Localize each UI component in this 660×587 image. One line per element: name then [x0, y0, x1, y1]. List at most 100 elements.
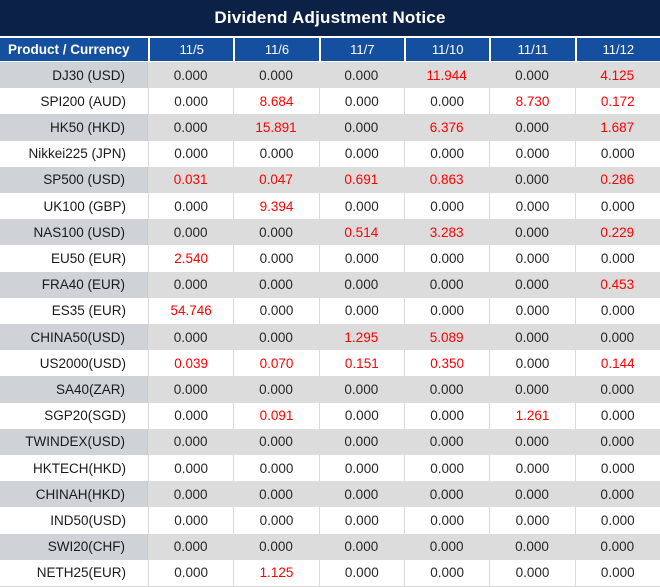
table-header-row: Product / Currency 11/5 11/6 11/7 11/10 … [0, 38, 660, 62]
value-cell: 0.000 [489, 455, 575, 482]
column-header-product-currency: Product / Currency [8, 42, 130, 57]
value-cell: 0.000 [403, 533, 490, 560]
product-cell: CHINAH(HKD) [0, 481, 148, 508]
value-cell: 0.000 [574, 402, 660, 429]
table-row: FRA40 (EUR) 0.000 0.000 0.000 0.000 0.000 0.45… [0, 271, 660, 298]
product-cell: US2000(USD) [0, 350, 148, 377]
value-cell: 0.000 [574, 428, 660, 456]
value-cell: 0.000 [233, 428, 319, 456]
column-header-date-4: 11/10 [403, 38, 489, 61]
product-cell: ES35 (EUR) [0, 297, 148, 325]
value-cell: 0.000 [318, 88, 404, 115]
value-cell: 0.000 [489, 219, 575, 246]
value-cell: 0.000 [489, 324, 575, 351]
column-header-date-6: 11/12 [574, 38, 660, 61]
value-cell: 0.000 [148, 140, 234, 167]
value-cell: 1.261 [489, 402, 575, 429]
value-cell: 0.000 [148, 271, 234, 298]
value-cell: 0.000 [233, 140, 319, 167]
value-cell: 0.000 [403, 455, 490, 482]
value-cell: 0.000 [148, 324, 234, 351]
table-row: IND50(USD) 0.000 0.000 0.000 0.000 0.000 0.000 [0, 507, 660, 534]
value-cell: 0.000 [574, 324, 660, 351]
value-cell: 0.000 [489, 245, 575, 272]
value-cell: 0.000 [148, 402, 234, 429]
value-cell: 0.000 [574, 297, 660, 325]
value-cell: 0.000 [489, 507, 575, 534]
value-cell: 0.000 [318, 62, 404, 89]
table-row: CHINAH(HKD) 0.000 0.000 0.000 0.000 0.000 0.00… [0, 481, 660, 508]
product-cell: TWINDEX(USD) [0, 428, 148, 456]
value-cell: 0.031 [148, 166, 234, 194]
value-cell: 0.000 [403, 428, 490, 456]
value-cell: 0.000 [318, 140, 404, 167]
table-row: UK100 (GBP) 0.000 9.394 0.000 0.000 0.000 0.00… [0, 193, 660, 220]
value-cell: 0.000 [489, 62, 575, 89]
product-cell: UK100 (GBP) [0, 193, 148, 220]
value-cell: 0.000 [318, 559, 404, 587]
value-cell: 0.514 [318, 219, 404, 246]
product-cell: NAS100 (USD) [0, 219, 148, 246]
value-cell: 0.350 [403, 350, 490, 377]
value-cell: 0.047 [233, 166, 319, 194]
value-cell: 0.000 [403, 88, 490, 115]
column-header-date-1: 11/5 [148, 38, 233, 61]
value-cell: 0.000 [148, 455, 234, 482]
value-cell: 0.000 [148, 193, 234, 220]
value-cell: 15.891 [233, 114, 319, 141]
value-cell: 54.746 [148, 297, 234, 325]
value-cell: 0.000 [233, 507, 319, 534]
product-cell: NETH25(EUR) [0, 559, 148, 587]
value-cell: 0.000 [233, 62, 319, 89]
product-cell: SGP20(SGD) [0, 402, 148, 429]
title-bar: Dividend Adjustment Notice [0, 0, 660, 38]
product-cell: SPI200 (AUD) [0, 88, 148, 115]
value-cell: 0.000 [318, 507, 404, 534]
value-cell: 0.863 [403, 166, 490, 194]
value-cell: 0.000 [489, 297, 575, 325]
product-cell: EU50 (EUR) [0, 245, 148, 272]
product-cell: HK50 (HKD) [0, 114, 148, 141]
table-row: US2000(USD) 0.039 0.070 0.151 0.350 0.000 0.14… [0, 350, 660, 377]
table-row: Nikkei225 (JPN) 0.000 0.000 0.000 0.000 0.000… [0, 140, 660, 167]
value-cell: 0.000 [148, 219, 234, 246]
value-cell: 0.000 [574, 245, 660, 272]
product-cell: HKTECH(HKD) [0, 455, 148, 482]
product-cell: SP500 (USD) [0, 166, 148, 194]
value-cell: 0.000 [489, 481, 575, 508]
product-cell: CHINA50(USD) [0, 324, 148, 351]
product-cell: FRA40 (EUR) [0, 271, 148, 298]
value-cell: 0.000 [403, 271, 490, 298]
column-header-date-5: 11/11 [489, 38, 574, 61]
column-header-date-2: 11/6 [233, 38, 318, 61]
value-cell: 0.000 [148, 507, 234, 534]
value-cell: 0.000 [318, 376, 404, 403]
value-cell: 11.944 [403, 62, 490, 89]
value-cell: 0.000 [148, 533, 234, 560]
value-cell: 0.000 [233, 376, 319, 403]
value-cell: 0.000 [489, 376, 575, 403]
value-cell: 0.070 [233, 350, 319, 377]
value-cell: 0.000 [148, 62, 234, 89]
value-cell: 0.144 [574, 350, 660, 377]
value-cell: 0.000 [574, 455, 660, 482]
table-row: SPI200 (AUD) 0.000 8.684 0.000 0.000 8.730 0.1… [0, 88, 660, 115]
table-row: NETH25(EUR) 0.000 1.125 0.000 0.000 0.000 0.00… [0, 559, 660, 587]
value-cell: 0.000 [318, 402, 404, 429]
value-cell: 3.283 [403, 219, 490, 246]
value-cell: 0.000 [318, 297, 404, 325]
value-cell: 0.000 [403, 559, 490, 587]
value-cell: 0.000 [403, 140, 490, 167]
value-cell: 0.000 [318, 428, 404, 456]
value-cell: 0.000 [148, 88, 234, 115]
value-cell: 0.000 [489, 193, 575, 220]
value-cell: 0.000 [148, 481, 234, 508]
value-cell: 0.000 [403, 402, 490, 429]
value-cell: 0.000 [403, 507, 490, 534]
value-cell: 0.000 [233, 297, 319, 325]
value-cell: 0.091 [233, 402, 319, 429]
product-cell: Nikkei225 (JPN) [0, 140, 148, 167]
value-cell: 4.125 [574, 62, 660, 89]
table-row: SWI20(CHF) 0.000 0.000 0.000 0.000 0.000 0.000 [0, 533, 660, 560]
